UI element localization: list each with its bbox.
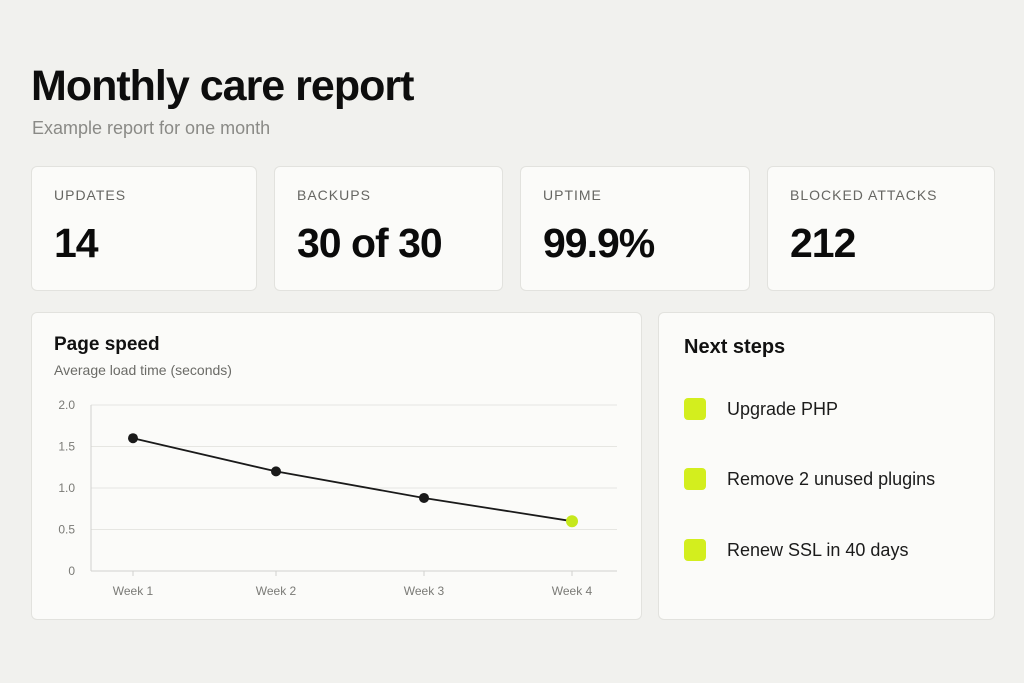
chart-title: Page speed	[54, 334, 160, 355]
page-speed-card: Page speed Average load time (seconds) 0…	[31, 312, 642, 620]
step-label: Upgrade PHP	[727, 398, 839, 419]
x-tick-label: Week 1	[113, 584, 154, 598]
stat-label-backups: BACKUPS	[297, 187, 371, 203]
step-label: Renew SSL in 40 days	[727, 539, 909, 560]
y-tick-label: 1.0	[58, 481, 75, 495]
data-point	[271, 466, 281, 477]
next-steps-title: Next steps	[684, 336, 786, 358]
stat-label-uptime: UPTIME	[543, 187, 602, 203]
stat-card-blocked-attacks: BLOCKED ATTACKS 212	[767, 166, 995, 291]
step-label: Remove 2 unused plugins	[727, 468, 936, 489]
data-point-highlight	[566, 515, 578, 528]
x-tick-label: Week 2	[256, 584, 297, 598]
stat-label-updates: UPDATES	[54, 187, 127, 203]
data-point	[419, 492, 429, 503]
step-item-renew-ssl[interactable]: Renew SSL in 40 days	[684, 538, 908, 562]
page-subtitle: Example report for one month	[32, 118, 271, 138]
stat-card-updates: UPDATES 14	[31, 166, 257, 291]
checkbox-icon[interactable]	[684, 398, 706, 420]
x-tick-label: Week 3	[404, 584, 445, 598]
step-item-upgrade-php[interactable]: Upgrade PHP	[684, 397, 838, 421]
y-tick-label: 1.5	[58, 440, 75, 454]
stat-card-uptime: UPTIME 99.9%	[520, 166, 750, 291]
y-tick-label: 0	[68, 564, 75, 578]
y-tick-label: 2.0	[58, 398, 75, 412]
checkbox-icon[interactable]	[684, 539, 706, 561]
stat-card-backups: BACKUPS 30 of 30	[274, 166, 503, 291]
series-line	[132, 437, 573, 523]
stat-value-blocked-attacks: 212	[790, 220, 856, 266]
chart-subtitle: Average load time (seconds)	[54, 362, 232, 378]
next-steps-card: Next steps Upgrade PHP Remove 2 unused p…	[658, 312, 995, 620]
stat-value-updates: 14	[54, 220, 99, 266]
x-tick-label: Week 4	[552, 584, 593, 598]
page-speed-chart: 0 0.5 1.0 1.5 2.0 Week 1 Week 2 Week 3 Week 4	[58, 398, 617, 598]
stat-label-blocked-attacks: BLOCKED ATTACKS	[790, 187, 938, 203]
stat-value-uptime: 99.9%	[543, 220, 655, 266]
checkbox-icon[interactable]	[684, 468, 706, 490]
y-tick-label: 0.5	[58, 523, 75, 537]
data-point	[128, 433, 138, 444]
step-item-remove-plugins[interactable]: Remove 2 unused plugins	[684, 467, 935, 491]
page-title: Monthly care report	[31, 62, 414, 110]
stat-value-backups: 30 of 30	[297, 220, 443, 266]
